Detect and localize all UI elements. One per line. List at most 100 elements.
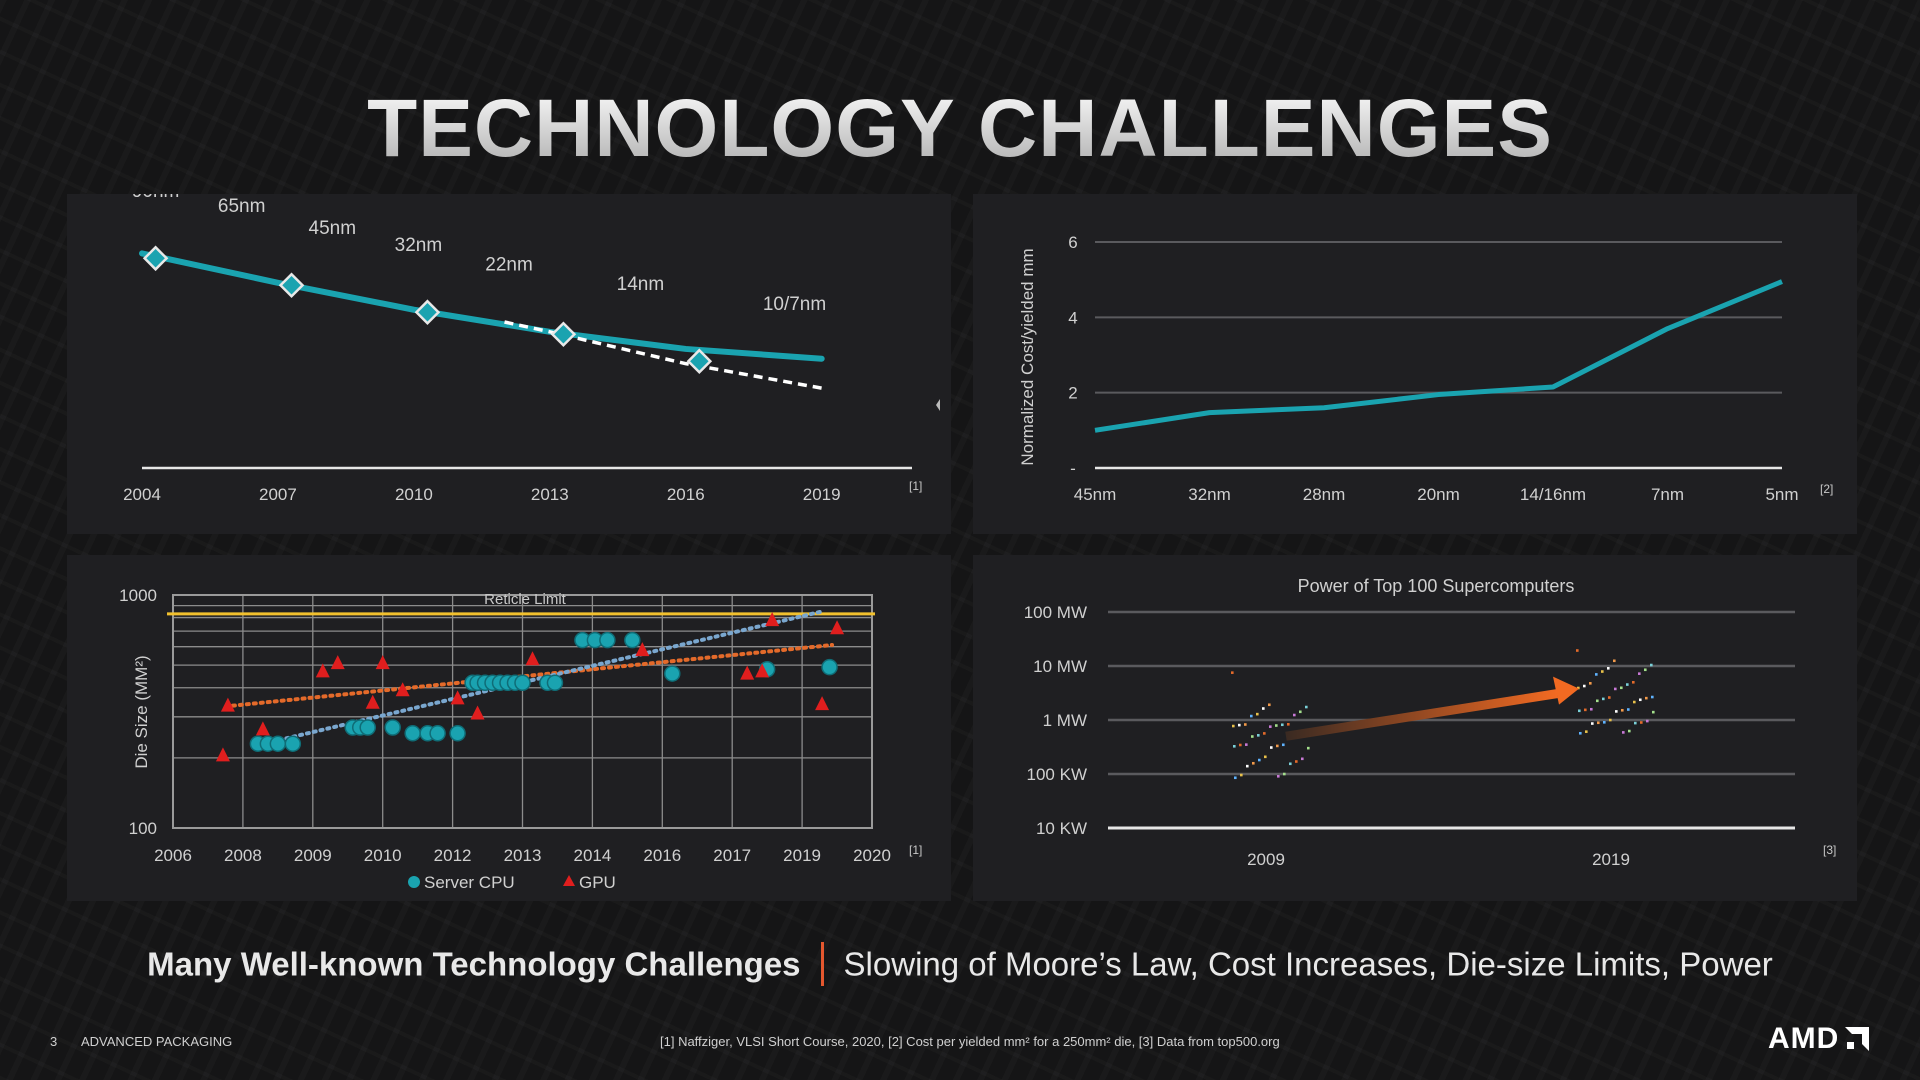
supercomputer-point: [1282, 743, 1285, 747]
x-tick-label: 5nm: [1765, 485, 1798, 504]
supercomputer-point: [1269, 725, 1272, 728]
supercomputer-point: [1263, 732, 1266, 735]
node-label: 14nm: [617, 274, 665, 295]
gpu-point: [815, 696, 830, 711]
x-tick-label: 2020: [853, 846, 891, 865]
x-tick-label: 7nm: [1651, 485, 1684, 504]
power-chart: Power of Top 100 Supercomputers 10 KW 100 …: [1024, 576, 1837, 869]
server-cpu-point: [429, 725, 446, 742]
reticle-limit-label: Reticle Limit: [484, 591, 567, 608]
x-tick-label: 2007: [259, 485, 297, 504]
supercomputer-point: [1589, 682, 1592, 685]
supercomputer-point: [1238, 723, 1241, 727]
gpu-point: [740, 665, 755, 680]
x-tick-label: 14/16nm: [1520, 485, 1586, 504]
supercomputer-point: [1597, 721, 1600, 725]
gpu-point: [375, 655, 390, 670]
node-label: 22nm: [485, 255, 533, 276]
x-tick-label: 2019: [783, 846, 821, 865]
supercomputer-point: [1632, 680, 1635, 684]
server-cpu-point: [404, 725, 421, 742]
supercomputer-point: [1276, 744, 1279, 748]
chart-title: Power of Top 100 Supercomputers: [1298, 576, 1575, 596]
supercomputer-point: [1628, 729, 1631, 733]
server-cpu-point: [599, 631, 616, 649]
gpu-point: [525, 651, 540, 666]
supercomputer-point: [1652, 710, 1655, 714]
gpu-point: [220, 697, 235, 712]
supercomputer-point: [1595, 673, 1598, 676]
x-tick-label: 2009: [1247, 850, 1285, 869]
supercomputer-point: [1232, 724, 1235, 728]
node-marker: [550, 321, 577, 348]
server-cpu-point: [664, 665, 681, 682]
die-size-chart-panel: 100 1000 Die Size (MM²) 2006 2008 2009 2010 201…: [67, 555, 951, 901]
x-tick-label: 20nm: [1417, 485, 1460, 504]
server-cpu-point: [384, 719, 401, 736]
reference-label: [1]: [909, 479, 922, 493]
reference-label: [2]: [1820, 482, 1833, 496]
supercomputer-point: [1626, 683, 1629, 686]
supercomputer-point: [1283, 772, 1286, 776]
supercomputer-point: [1579, 731, 1582, 735]
supercomputer-point: [1602, 697, 1605, 701]
supercomputer-point: [1289, 762, 1292, 766]
server-cpu-point: [359, 719, 376, 736]
x-tick-label: 2016: [643, 846, 681, 865]
summary-divider: [820, 942, 824, 986]
supercomputer-point: [1251, 735, 1254, 738]
y-tick-label: 100: [129, 819, 157, 838]
supercomputer-point: [1275, 724, 1278, 727]
node-marker: [414, 299, 441, 325]
plot-frame: [172, 594, 873, 829]
gpu-point: [470, 705, 485, 720]
supercomputer-point: [1591, 722, 1594, 725]
x-tick-label: 2019: [803, 485, 841, 504]
growth-arrow-shaft: [1285, 689, 1558, 741]
supercomputer-point: [1264, 755, 1267, 759]
power-chart-panel: Power of Top 100 Supercomputers 10 KW 100 …: [973, 555, 1857, 901]
x-tick-label: 28nm: [1303, 485, 1346, 504]
summary-bold: Many Well-known Technology Challenges: [147, 945, 801, 983]
collapse-arrow-icon: [936, 399, 940, 411]
scaling-trend-dashed-line: [504, 320, 822, 390]
supercomputer-point: [1258, 758, 1261, 762]
legend-gpu-label: GPU: [579, 873, 616, 892]
supercomputer-point: [1603, 721, 1606, 724]
gpu-trend-line: [230, 643, 835, 708]
y-tick-label: 4: [1068, 308, 1077, 327]
supercomputer-point: [1584, 708, 1587, 712]
supercomputer-point: [1646, 719, 1649, 723]
node-scaling-chart-panel: 2004 2007 2010 2013 2016 2019 90nm 65nm 45nm 32nm…: [67, 194, 951, 534]
amd-logo: AMD: [1768, 1022, 1871, 1056]
supercomputer-point: [1621, 708, 1624, 712]
supercomputer-point: [1634, 721, 1637, 725]
supercomputer-point: [1305, 705, 1308, 709]
supercomputer-point: [1596, 699, 1599, 703]
legend-gpu-marker: [563, 875, 575, 886]
gpu-point: [765, 612, 780, 627]
supercomputer-point: [1576, 649, 1579, 652]
supercomputer-point: [1234, 776, 1237, 780]
scaling-actual-line: [139, 250, 825, 362]
footnote: [1] Naffziger, VLSI Short Course, 2020, …: [660, 1034, 1280, 1049]
x-tick-label: 45nm: [1074, 485, 1117, 504]
gpu-point: [255, 721, 270, 736]
supercomputer-point: [1277, 775, 1280, 778]
gpu-point: [755, 663, 770, 678]
supercomputer-point: [1245, 743, 1248, 746]
supercomputer-point: [1608, 696, 1611, 699]
server-cpu-point: [821, 658, 838, 676]
supercomputer-point: [1307, 746, 1310, 750]
y-tick-label: 10 KW: [1036, 819, 1087, 838]
x-tick-label: 2017: [713, 846, 751, 865]
supercomputer-point: [1607, 667, 1610, 670]
y-tick-label: 2: [1068, 384, 1077, 403]
x-tick-label: 2010: [395, 485, 433, 504]
supercomputer-point: [1293, 713, 1296, 717]
supercomputer-point: [1295, 760, 1298, 763]
amd-logo-text: AMD: [1768, 1022, 1840, 1055]
cost-chart-panel: - 2 4 6 Normalized Cost/yielded mm 45nm 32nm 28…: [973, 194, 1857, 534]
y-tick-label: 1 MW: [1043, 711, 1087, 730]
summary-detail: Slowing of Moore’s Law, Cost Increases, …: [843, 945, 1773, 983]
